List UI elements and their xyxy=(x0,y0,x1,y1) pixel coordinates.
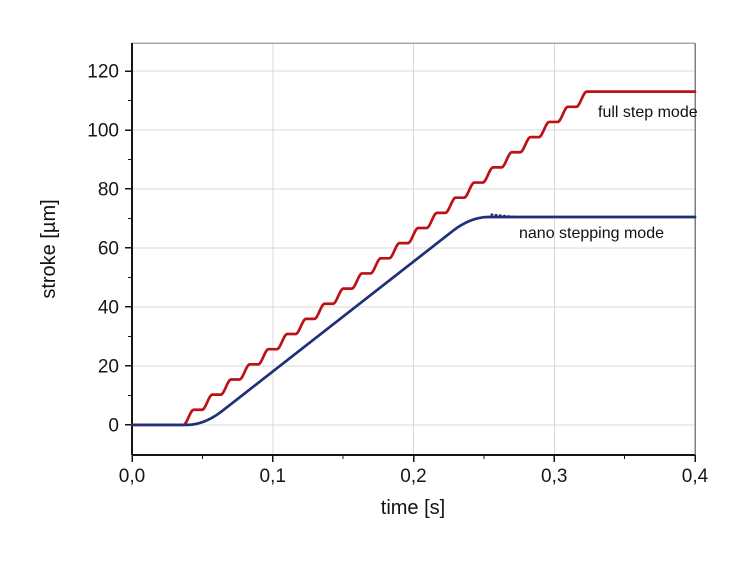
y-tick-label: 20 xyxy=(98,356,119,377)
full-step-mode-label: full step mode xyxy=(598,104,698,121)
y-tick-label: 0 xyxy=(108,415,119,436)
x-tick-label: 0,0 xyxy=(119,466,145,487)
full-step-mode-curve xyxy=(130,90,697,427)
nano-stepping-mode-curve xyxy=(130,215,697,427)
nano-settle-stipple xyxy=(490,213,514,218)
y-axis-label: stroke [µm] xyxy=(38,199,60,298)
x-tick-label: 0,1 xyxy=(260,466,286,487)
chart-generated-layer: 0,0 0,1 0,2 0,3 0,4 0 20 40 60 80 100 120 xyxy=(87,42,709,487)
x-axis-label: time [s] xyxy=(381,497,445,519)
x-tick-label: 0,3 xyxy=(541,466,567,487)
x-tick-label: 0,2 xyxy=(400,466,426,487)
y-tick-label: 80 xyxy=(98,179,119,200)
y-tick-label: 60 xyxy=(98,238,119,259)
x-tick-label: 0,4 xyxy=(682,466,709,487)
y-tick-label: 100 xyxy=(87,121,119,142)
y-tick-label: 40 xyxy=(98,297,119,318)
y-tick-label: 120 xyxy=(87,62,119,83)
nano-stepping-mode-label: nano stepping mode xyxy=(519,225,664,242)
